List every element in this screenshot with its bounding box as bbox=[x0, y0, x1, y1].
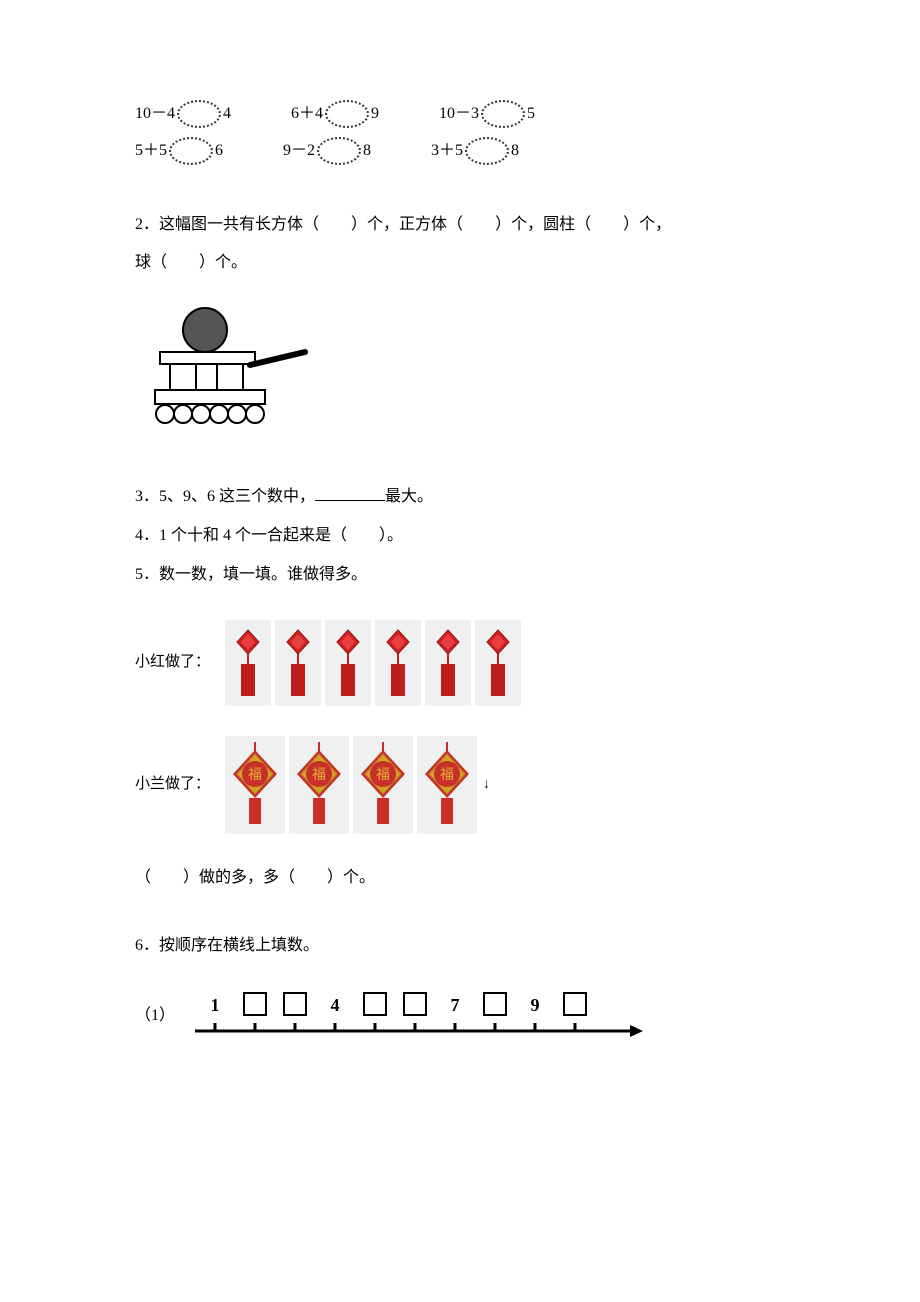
blank bbox=[591, 216, 623, 233]
wheel bbox=[228, 405, 246, 423]
blank-underline bbox=[315, 485, 385, 501]
q2-seg: 球（ bbox=[135, 254, 167, 271]
expr-left: 10－4 bbox=[135, 100, 175, 129]
expr-right: 9 bbox=[371, 100, 379, 129]
number-label: 4 bbox=[331, 995, 340, 1015]
blank bbox=[167, 254, 199, 271]
expr-right: 5 bbox=[527, 100, 535, 129]
blank-box bbox=[364, 993, 386, 1015]
chinese-knot-fu: 福 bbox=[289, 736, 349, 834]
expr-left: 9－2 bbox=[283, 137, 315, 166]
wheel bbox=[192, 405, 210, 423]
blank-oval bbox=[317, 137, 361, 165]
wheel bbox=[246, 405, 264, 423]
q4-text: 4．1 个十和 4 个一合起来是（ ）。 bbox=[135, 527, 403, 544]
xiaohong-label: 小红做了： bbox=[135, 649, 225, 676]
wheel bbox=[210, 405, 228, 423]
q2-seg: ）个， bbox=[623, 216, 671, 233]
wheel bbox=[156, 405, 174, 423]
cuboid-top bbox=[160, 352, 255, 364]
expr-left: 6＋4 bbox=[291, 100, 323, 129]
number-label: 7 bbox=[451, 995, 460, 1015]
svg-text:福: 福 bbox=[312, 767, 326, 783]
comparison-item: 10－4 4 bbox=[135, 100, 231, 129]
cube-right bbox=[217, 364, 243, 390]
svg-text:福: 福 bbox=[248, 767, 262, 783]
expr-left: 3＋5 bbox=[431, 137, 463, 166]
barrel-cylinder bbox=[250, 352, 305, 365]
blank-box bbox=[484, 993, 506, 1015]
number-label: 1 bbox=[211, 995, 220, 1015]
q6-title: 6．按顺序在横线上填数。 bbox=[135, 932, 785, 961]
expr-right: 4 bbox=[223, 100, 231, 129]
svg-text:福: 福 bbox=[440, 767, 454, 783]
blank-oval bbox=[177, 100, 221, 128]
xiaolan-row: 小兰做了： 福 福 福 福 ↓ bbox=[135, 736, 785, 834]
blank-box bbox=[284, 993, 306, 1015]
blank-oval bbox=[465, 137, 509, 165]
xiaohong-knots bbox=[225, 620, 521, 706]
q5-fill-text: （ ）做的多，多（ ）个。 bbox=[135, 869, 375, 886]
wheel bbox=[174, 405, 192, 423]
blank-oval bbox=[325, 100, 369, 128]
chinese-knot-red bbox=[325, 620, 371, 706]
chinese-knot-fu: 福 bbox=[353, 736, 413, 834]
expr-left: 10－3 bbox=[439, 100, 479, 129]
chinese-knot-red bbox=[275, 620, 321, 706]
expr-left: 5＋5 bbox=[135, 137, 167, 166]
xiaohong-row: 小红做了： bbox=[135, 620, 785, 706]
q4: 4．1 个十和 4 个一合起来是（ ）。 bbox=[135, 522, 785, 551]
expr-right: 8 bbox=[363, 137, 371, 166]
blank bbox=[463, 216, 495, 233]
comparison-item: 5＋5 6 bbox=[135, 137, 223, 166]
q2-seg: ）个，圆柱（ bbox=[495, 216, 591, 233]
xiaolan-knots: 福 福 福 福 bbox=[225, 736, 477, 834]
tank-svg bbox=[135, 302, 315, 442]
cuboid-base bbox=[155, 390, 265, 404]
q6-title-text: 6．按顺序在横线上填数。 bbox=[135, 937, 319, 954]
comparison-item: 6＋4 9 bbox=[291, 100, 379, 129]
chinese-knot-red bbox=[375, 620, 421, 706]
number-line-wrapper: （1） 1 4 7 9 bbox=[135, 981, 785, 1051]
sphere-icon bbox=[183, 308, 227, 352]
q5-title-text: 5．数一数，填一填。谁做得多。 bbox=[135, 566, 367, 583]
blank-oval bbox=[169, 137, 213, 165]
axis-arrow bbox=[630, 1025, 643, 1037]
blank-box bbox=[244, 993, 266, 1015]
expr-right: 6 bbox=[215, 137, 223, 166]
chinese-knot-red bbox=[425, 620, 471, 706]
chinese-knot-red bbox=[475, 620, 521, 706]
number-line-svg: 1 4 7 9 bbox=[185, 981, 645, 1051]
q2-text: 2．这幅图一共有长方体（ ）个，正方体（ ）个，圆柱（ ）个， 球（ ）个。 bbox=[135, 206, 785, 283]
expr-right: 8 bbox=[511, 137, 519, 166]
blank-box bbox=[564, 993, 586, 1015]
chinese-knot-fu: 福 bbox=[417, 736, 477, 834]
chinese-knot-red bbox=[225, 620, 271, 706]
q3: 3．5、9、6 这三个数中， 最大。 bbox=[135, 483, 785, 512]
comparison-row-2: 5＋5 6 9－2 8 3＋5 8 bbox=[135, 137, 785, 166]
q5-fill: （ ）做的多，多（ ）个。 bbox=[135, 864, 785, 893]
comparison-item: 3＋5 8 bbox=[431, 137, 519, 166]
comparison-item: 9－2 8 bbox=[283, 137, 371, 166]
cube-left bbox=[170, 364, 196, 390]
comparison-row-1: 10－4 4 6＋4 9 10－3 5 bbox=[135, 100, 785, 129]
q2-seg: ）个。 bbox=[199, 254, 247, 271]
q2-seg: 2．这幅图一共有长方体（ bbox=[135, 216, 319, 233]
knot-section: 小红做了： bbox=[135, 620, 785, 834]
q3-suffix: 最大。 bbox=[385, 488, 433, 505]
q2-seg: ）个，正方体（ bbox=[351, 216, 463, 233]
number-label: 9 bbox=[531, 995, 540, 1015]
q3-text: 3．5、9、6 这三个数中， bbox=[135, 488, 315, 505]
q6-prefix: （1） bbox=[135, 1002, 175, 1031]
tank-figure bbox=[135, 302, 785, 453]
xiaolan-label: 小兰做了： bbox=[135, 771, 225, 798]
svg-text:福: 福 bbox=[376, 767, 390, 783]
comparison-item: 10－3 5 bbox=[439, 100, 535, 129]
chinese-knot-fu: 福 bbox=[225, 736, 285, 834]
down-arrow: ↓ bbox=[483, 772, 490, 797]
blank-oval bbox=[481, 100, 525, 128]
blank-box bbox=[404, 993, 426, 1015]
q5-title: 5．数一数，填一填。谁做得多。 bbox=[135, 561, 785, 590]
blank bbox=[319, 216, 351, 233]
